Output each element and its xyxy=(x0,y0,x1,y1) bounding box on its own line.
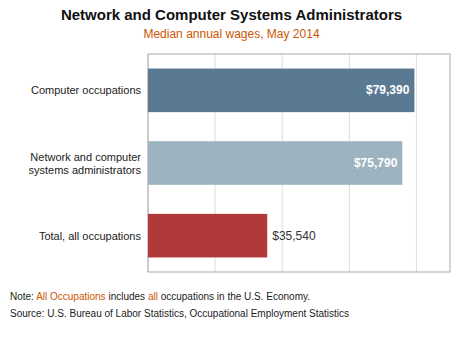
category-label: Computer occupations xyxy=(31,84,142,96)
annotation: Note: All Occupations includes all occup… xyxy=(10,291,310,302)
bar xyxy=(148,69,414,113)
data-label: $79,390 xyxy=(366,83,410,97)
plot-frame xyxy=(148,54,450,272)
annotations: Note: All Occupations includes all occup… xyxy=(10,291,349,319)
annotation-part: Note: xyxy=(10,291,36,302)
y-axis: Total, all occupations Network and comput… xyxy=(29,84,142,241)
bars xyxy=(148,69,414,258)
grid-line xyxy=(416,54,417,272)
category-label: Total, all occupations xyxy=(39,230,142,242)
grid xyxy=(148,54,416,272)
category-label: Network and computersystems administrato… xyxy=(29,151,142,176)
annotation-part: all xyxy=(148,291,158,302)
chart: Network and Computer Systems Administrat… xyxy=(0,0,463,342)
subtitle: Median annual wages, May 2014 xyxy=(143,27,319,41)
bar xyxy=(148,214,267,258)
data-label: $75,790 xyxy=(354,156,398,170)
data-labels: $35,540 $75,790 $79,390 xyxy=(272,83,409,242)
annotation-part: includes xyxy=(106,291,148,302)
annotation-part: occupations in the U.S. Economy. xyxy=(158,291,310,302)
data-label: $35,540 xyxy=(272,229,316,243)
annotation: Source: U.S. Bureau of Labor Statistics,… xyxy=(10,308,349,319)
annotation-part: Source: U.S. Bureau of Labor Statistics,… xyxy=(10,308,349,319)
bar xyxy=(148,141,402,185)
title: Network and Computer Systems Administrat… xyxy=(61,6,402,23)
annotation-part: All Occupations xyxy=(36,291,105,302)
